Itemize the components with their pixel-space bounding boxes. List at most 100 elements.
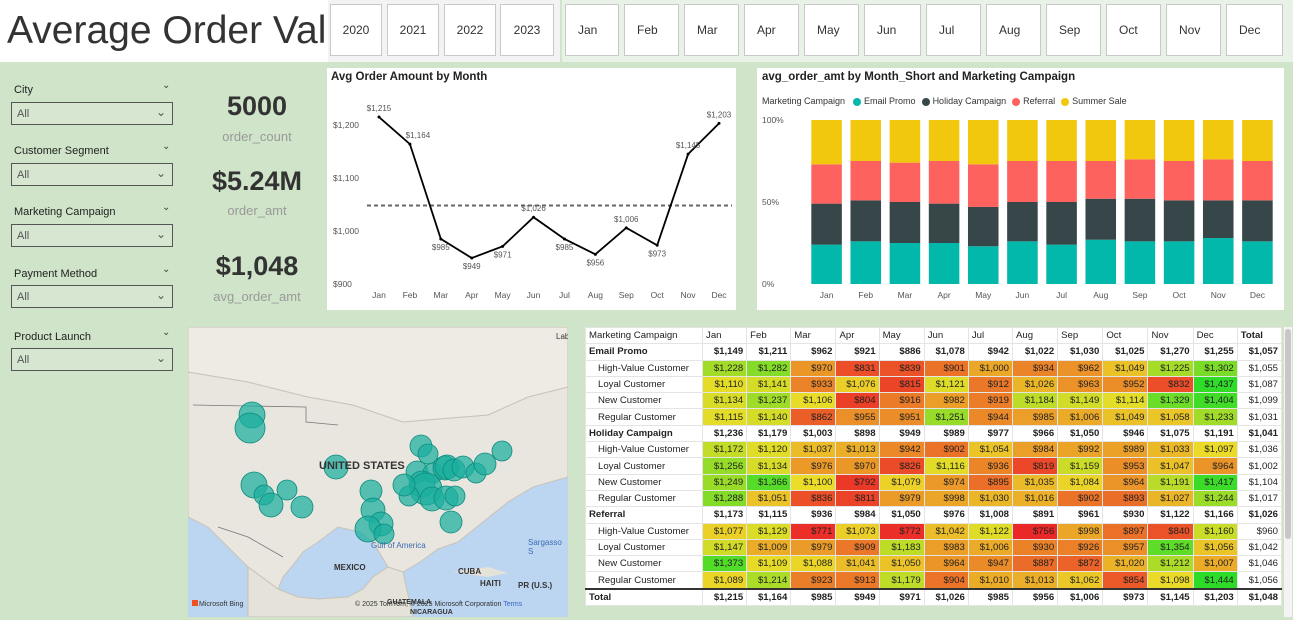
customer-segment-dropdown[interactable]: All ⌄	[11, 163, 173, 186]
matrix-row[interactable]: Regular Customer $1,288 $1,051 $836 $811 $979…	[584, 489, 1283, 508]
terms-link[interactable]: Terms	[503, 601, 523, 608]
bar-segment[interactable]	[1163, 200, 1195, 242]
matrix-row[interactable]: High-Value Customer $1,172 $1,120 $1,037 $1,…	[584, 441, 1283, 459]
month-button-feb[interactable]: Feb	[624, 4, 679, 56]
map-visual[interactable]: UNITED STATES MEXICO CUBA HAITI PR (U.S.…	[188, 327, 568, 617]
bar-segment[interactable]	[1242, 120, 1273, 161]
matrix-row[interactable]: New Customer $1,134 $1,237 $1,106 $804 $916 $9…	[584, 392, 1283, 410]
legend-item[interactable]: Email Promo	[853, 96, 916, 106]
bar-segment[interactable]	[1202, 200, 1234, 239]
bar-segment[interactable]	[1242, 200, 1273, 242]
month-button-apr[interactable]: Apr	[744, 4, 799, 56]
column-header[interactable]: Nov	[1147, 326, 1194, 345]
chevron-down-icon[interactable]: ⌄	[162, 80, 171, 91]
year-button-2023[interactable]: 2023	[500, 4, 554, 56]
map-bubble[interactable]	[258, 492, 284, 518]
bar-segment[interactable]	[967, 120, 999, 165]
month-button-jul[interactable]: Jul	[926, 4, 981, 56]
matrix-group-row[interactable]: Email Promo $1,149 $1,211 $962 $921 $886 $1,07…	[584, 343, 1283, 361]
column-header[interactable]: Dec	[1192, 326, 1238, 345]
bar-segment[interactable]	[850, 120, 882, 161]
month-button-oct[interactable]: Oct	[1106, 4, 1161, 56]
bar-segment[interactable]	[811, 164, 842, 204]
month-button-sep[interactable]: Sep	[1046, 4, 1101, 56]
map-bubble[interactable]	[439, 510, 463, 534]
month-button-dec[interactable]: Dec	[1226, 4, 1283, 56]
column-header[interactable]: Oct	[1102, 326, 1149, 345]
year-button-2022[interactable]: 2022	[444, 4, 496, 56]
matrix-row[interactable]: Loyal Customer $1,110 $1,141 $933 $1,076 $815…	[584, 375, 1283, 394]
month-button-jan[interactable]: Jan	[565, 4, 619, 56]
bar-segment[interactable]	[1007, 120, 1038, 161]
bar-segment[interactable]	[889, 120, 921, 163]
matrix-row[interactable]: Loyal Customer $1,256 $1,134 $976 $970 $826 $1…	[584, 457, 1283, 475]
column-header[interactable]: Apr	[835, 326, 880, 345]
matrix-row[interactable]: New Customer $1,249 $1,366 $1,100 $792 $1,079…	[584, 473, 1283, 491]
column-header[interactable]: Total	[1236, 326, 1283, 345]
marketing-campaign-dropdown[interactable]: All ⌄	[11, 224, 173, 247]
line-point[interactable]	[439, 237, 443, 241]
bar-segment[interactable]	[928, 120, 960, 161]
bar-segment[interactable]	[1085, 161, 1117, 199]
line-point[interactable]	[562, 237, 566, 241]
bar-segment[interactable]	[1202, 120, 1234, 160]
bar-segment[interactable]	[967, 246, 999, 284]
bar-segment[interactable]	[967, 206, 999, 247]
matrix-total-row[interactable]: Total $1,215 $1,164 $985 $949 $971 $1,026 $985 $…	[584, 587, 1283, 607]
chevron-down-icon[interactable]: ⌄	[162, 141, 171, 152]
line-point[interactable]	[470, 256, 474, 260]
bar-segment[interactable]	[1046, 202, 1077, 245]
column-header[interactable]: Marketing Campaign	[584, 326, 704, 345]
bar-segment[interactable]	[850, 241, 882, 284]
month-button-jun[interactable]: Jun	[864, 4, 921, 56]
bar-segment[interactable]	[928, 161, 960, 204]
bar-segment[interactable]	[1085, 120, 1117, 161]
line-point[interactable]	[532, 215, 536, 219]
bar-segment[interactable]	[811, 203, 842, 245]
chevron-down-icon[interactable]: ⌄	[162, 327, 171, 338]
bar-segment[interactable]	[1046, 161, 1077, 202]
column-header[interactable]: May	[878, 326, 925, 345]
column-header[interactable]: Jul	[967, 326, 1014, 345]
year-button-2021[interactable]: 2021	[387, 4, 439, 56]
bar-segment[interactable]	[1124, 159, 1156, 199]
payment-method-dropdown[interactable]: All ⌄	[11, 285, 173, 308]
year-button-2020[interactable]: 2020	[330, 4, 382, 56]
bar-segment[interactable]	[1163, 120, 1195, 161]
matrix-group-row[interactable]: Holiday Campaign $1,236 $1,179 $1,003 $898 $9…	[584, 424, 1283, 443]
column-header[interactable]: Sep	[1057, 326, 1104, 345]
bar-segment[interactable]	[811, 244, 842, 284]
line-point[interactable]	[593, 252, 597, 256]
bar-segment[interactable]	[1163, 241, 1195, 284]
bar-segment[interactable]	[1007, 161, 1038, 202]
month-button-nov[interactable]: Nov	[1166, 4, 1221, 56]
bar-segment[interactable]	[850, 161, 882, 201]
map-bubble[interactable]	[373, 523, 395, 545]
bar-segment[interactable]	[889, 243, 921, 284]
bar-segment[interactable]	[889, 162, 921, 202]
bar-segment[interactable]	[1124, 198, 1156, 242]
bar-segment[interactable]	[1242, 161, 1273, 201]
column-header[interactable]: Feb	[746, 326, 792, 345]
map-bubble[interactable]	[290, 495, 314, 519]
month-button-may[interactable]: May	[804, 4, 859, 56]
bar-segment[interactable]	[1007, 202, 1038, 242]
city-dropdown[interactable]: All ⌄	[11, 102, 173, 125]
bar-segment[interactable]	[1007, 241, 1038, 284]
scrollbar-thumb[interactable]	[1285, 329, 1291, 539]
bar-segment[interactable]	[1085, 198, 1117, 240]
bar-segment[interactable]	[1124, 120, 1156, 160]
bar-segment[interactable]	[850, 200, 882, 242]
matrix-row[interactable]: High-Value Customer $1,228 $1,282 $970 $831 $…	[584, 359, 1283, 377]
bar-segment[interactable]	[1085, 239, 1117, 284]
column-header[interactable]: Jun	[923, 326, 969, 345]
line-point[interactable]	[686, 152, 690, 156]
line-point[interactable]	[501, 244, 505, 248]
column-header[interactable]: Jan	[702, 326, 748, 345]
matrix-row[interactable]: High-Value Customer $1,077 $1,129 $771 $1,07…	[584, 522, 1283, 540]
bar-segment[interactable]	[967, 164, 999, 207]
matrix-row[interactable]: Regular Customer $1,089 $1,214 $923 $913 $1,1…	[584, 571, 1283, 590]
line-point[interactable]	[655, 243, 659, 247]
matrix-row[interactable]: New Customer $1,373 $1,109 $1,088 $1,041 $1,0…	[584, 555, 1283, 573]
line-point[interactable]	[408, 142, 412, 146]
